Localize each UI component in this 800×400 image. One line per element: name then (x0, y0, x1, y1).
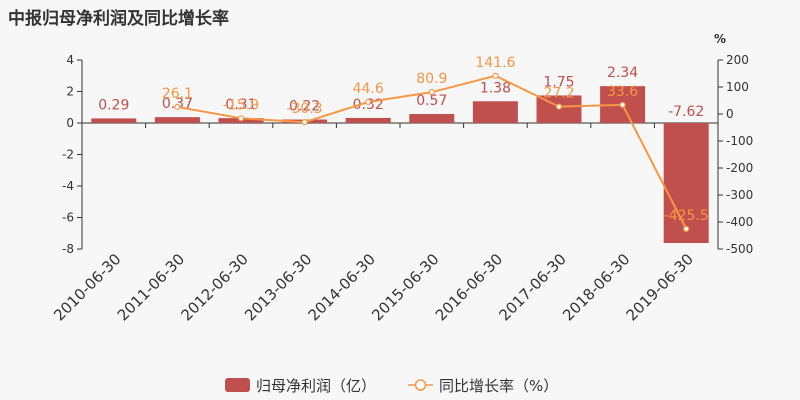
line-point (428, 89, 435, 96)
bar (345, 117, 391, 123)
bar-data-label: 0.57 (416, 93, 447, 109)
line-data-label: -425.5 (664, 208, 709, 224)
y-right-tick-label: -400 (726, 215, 753, 229)
line-data-label: -15.9 (223, 97, 259, 113)
line-data-label: 33.6 (607, 84, 638, 100)
y-left-tick-label: -4 (62, 179, 74, 193)
bar-data-label: -7.62 (668, 104, 704, 120)
line-point (237, 115, 245, 122)
bar-data-label: 0.31 (225, 97, 256, 113)
line-point (492, 72, 499, 79)
bar-data-label: 0.29 (98, 97, 129, 113)
y-right-tick-label: -200 (726, 161, 753, 175)
x-tick-label: 2014-06-30 (305, 250, 379, 324)
line-point (619, 101, 626, 109)
bar (472, 101, 518, 123)
bar-data-label: 0.22 (289, 99, 320, 115)
line-point (683, 225, 690, 232)
x-tick-label: 2013-06-30 (241, 250, 315, 324)
line-data-label: 141.6 (475, 55, 515, 71)
line-point (301, 119, 308, 126)
y-right-tick-label: -500 (726, 242, 753, 256)
y-left-tick-label: -8 (62, 242, 74, 256)
legend-line-label: 同比增长率（%） (439, 377, 558, 395)
x-tick-label: 2012-06-30 (177, 250, 251, 324)
y-right-tick-label: 200 (726, 53, 749, 67)
x-tick-label: 2019-06-30 (623, 250, 697, 324)
line-data-label: 27.2 (543, 86, 574, 102)
line-point (174, 103, 181, 111)
line-point (365, 98, 372, 106)
line-data-label: 80.9 (416, 71, 447, 87)
y-right-unit-label: % (714, 32, 726, 46)
y-left-tick-label: 2 (66, 85, 74, 99)
y-left-tick-label: 0 (66, 116, 74, 130)
bar (663, 123, 709, 244)
y-right-tick-label: -300 (726, 188, 753, 202)
bar-data-label: 1.75 (543, 74, 574, 90)
y-left-tick-label: -6 (62, 211, 74, 225)
x-tick-label: 2018-06-30 (559, 250, 633, 324)
x-tick-label: 2015-06-30 (368, 250, 442, 324)
chart-title: 中报归母净利润及同比增长率 (8, 9, 229, 29)
bar-data-label: 2.34 (607, 65, 638, 81)
x-tick-label: 2011-06-30 (114, 250, 188, 324)
bar (409, 114, 455, 123)
y-left-tick-label: 4 (66, 53, 74, 67)
legend-line-marker (414, 379, 427, 391)
x-tick-label: 2016-06-30 (432, 250, 506, 324)
x-tick-label: 2017-06-30 (495, 250, 569, 324)
bar (91, 118, 137, 123)
line-data-label: -30.3 (286, 101, 322, 117)
y-left-tick-label: -2 (62, 148, 74, 162)
bar-data-label: 1.38 (480, 80, 511, 96)
line-data-label: 44.6 (353, 81, 384, 97)
line-point (555, 103, 563, 110)
y-right-tick-label: -100 (726, 134, 753, 148)
line-data-label: 26.1 (162, 86, 193, 102)
legend-bar-label: 归母净利润（亿） (256, 377, 376, 395)
y-right-tick-label: 0 (726, 107, 734, 121)
bar (154, 117, 200, 123)
y-right-tick-label: 100 (726, 80, 749, 94)
legend-bar-swatch (225, 378, 250, 392)
x-tick-label: 2010-06-30 (50, 250, 124, 324)
